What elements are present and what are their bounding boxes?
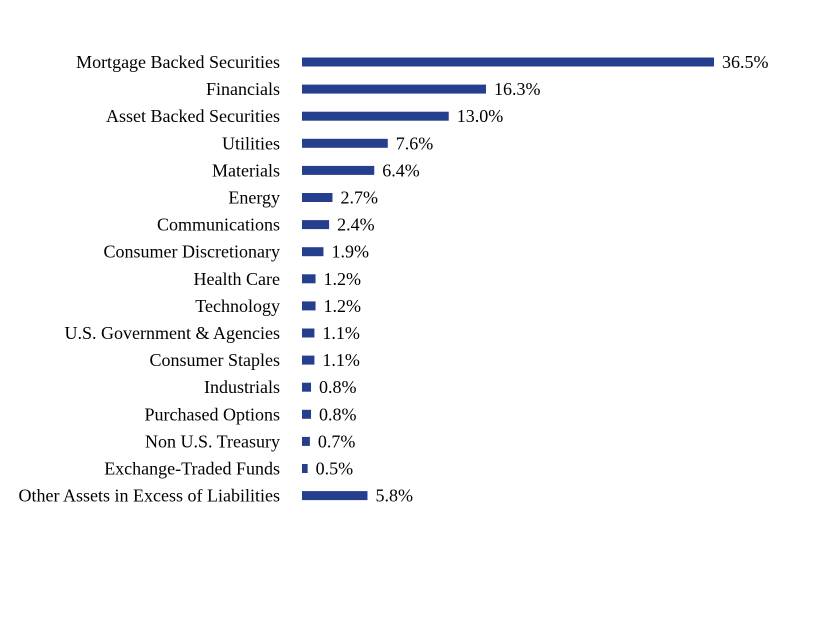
category-labels: Mortgage Backed Securities Financials Asse… (19, 52, 280, 506)
bar-consumer-discretionary (302, 247, 324, 257)
category-label-non-u-s-treasury: Non U.S. Treasury (145, 431, 280, 451)
value-label-other-assets-in-excess-of-liabilities: 5.8% (375, 486, 413, 506)
value-label-exchange-traded-funds: 0.5% (316, 459, 354, 479)
bar-technology (302, 301, 316, 311)
value-label-financials: 16.3% (494, 79, 540, 99)
value-labels: 36.5% 16.3% 13.0% 7.6% 6.4%2.7% 2.4% 1.9% 1.2% 1… (316, 52, 769, 506)
bar-mortgage-backed-securities (302, 57, 714, 67)
category-label-mortgage-backed-securities: Mortgage Backed Securities (76, 52, 280, 72)
value-label-u-s-government-and-agencies: 1.1% (322, 323, 360, 343)
value-label-utilities: 7.6% (396, 133, 434, 153)
category-label-other-assets-in-excess-of-liabilities: Other Assets in Excess of Liabilities (19, 486, 280, 506)
value-label-materials: 6.4% (382, 160, 420, 180)
category-label-consumer-staples: Consumer Staples (150, 350, 281, 370)
bar-health-care (302, 274, 316, 284)
category-label-utilities: Utilities (222, 133, 280, 153)
value-label-health-care: 1.2% (324, 269, 362, 289)
bar-purchased-options (302, 409, 312, 419)
category-label-consumer-discretionary: Consumer Discretionary (104, 242, 280, 262)
category-label-communications: Communications (157, 215, 280, 235)
value-label-technology: 1.2% (324, 296, 362, 316)
category-label-u-s-government-and-agencies: U.S. Government & Agencies (65, 323, 280, 343)
bar-utilities (302, 138, 388, 148)
category-label-industrials: Industrials (204, 377, 280, 397)
category-label-exchange-traded-funds: Exchange-Traded Funds (104, 459, 280, 479)
bars (302, 57, 714, 501)
bar-u-s-government-and-agencies (302, 328, 315, 338)
category-label-materials: Materials (212, 160, 280, 180)
category-label-financials: Financials (206, 79, 280, 99)
value-label-consumer-discretionary: 1.9% (331, 242, 369, 262)
bar-asset-backed-securities (302, 111, 449, 121)
bar-materials (302, 165, 375, 175)
value-label-asset-backed-securities: 13.0% (457, 106, 504, 126)
bar-exchange-traded-funds (302, 464, 308, 473)
bar-communications (302, 220, 330, 230)
value-label-energy: 2.7% (340, 188, 378, 208)
value-label-communications: 2.4% (337, 215, 375, 235)
category-label-purchased-options: Purchased Options (145, 404, 280, 424)
category-label-health-care: Health Care (194, 269, 280, 289)
bar-industrials (302, 382, 312, 392)
category-label-asset-backed-securities: Asset Backed Securities (106, 106, 280, 126)
bar-energy (302, 193, 333, 202)
value-label-purchased-options: 0.8% (319, 404, 357, 424)
bar-consumer-staples (302, 355, 315, 365)
bar-other-assets-in-excess-of-liabilities (302, 491, 368, 501)
category-label-technology: Technology (195, 296, 280, 316)
value-label-consumer-staples: 1.1% (322, 350, 360, 370)
bar-non-u-s-treasury (302, 436, 310, 446)
category-label-energy: Energy (228, 188, 280, 208)
value-label-non-u-s-treasury: 0.7% (318, 431, 356, 451)
value-label-industrials: 0.8% (319, 377, 357, 397)
value-label-mortgage-backed-securities: 36.5% (722, 52, 769, 72)
bar-financials (302, 84, 486, 94)
